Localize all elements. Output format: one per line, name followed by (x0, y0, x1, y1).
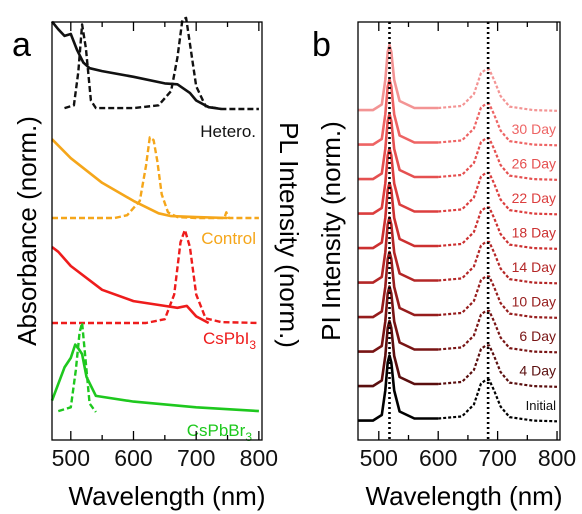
panel-a-y-axis-label-right: PL Intensity (norm.) (274, 122, 304, 348)
series-line-30-day (358, 78, 439, 146)
panel-a-trace-labels: Hetero. Control CsPbI3 CsPbBr3 (187, 122, 257, 444)
pl-line-cspbi (52, 228, 259, 325)
panel-b-ticks: 500 600 700 800 (360, 22, 576, 471)
panel-a-x-tick-label: 500 (52, 445, 90, 471)
trace-label-hetero: Hetero. (200, 122, 256, 141)
series-line-18-day (358, 181, 439, 250)
series-label-30-day: 30 Day (512, 121, 556, 137)
series-label-18-day: 18 Day (512, 225, 556, 241)
series-label-14-day: 14 Day (512, 259, 556, 275)
absorbance-line-hetero (50, 20, 222, 111)
panel-a-x-tick-label: 600 (114, 445, 152, 471)
panel-b: b Initial 4 Day 6 Day 10 Day 14 Day 18 Day 22 … (312, 21, 576, 511)
panel-b-x-tick-label: 500 (360, 445, 398, 471)
pl-line-cspbbr (57, 321, 97, 413)
series-line-dotted-top (438, 68, 558, 112)
panel-a-x-axis-label: Wavelength (nm) (69, 481, 266, 511)
series-line-initial (358, 354, 439, 422)
panel-a-frame (51, 21, 263, 441)
panel-a-x-tick-label: 700 (177, 445, 215, 471)
series-line-dotted-10-day (438, 275, 558, 319)
series-line-10-day (358, 250, 439, 319)
panel-a-x-tick-label: 800 (240, 445, 278, 471)
series-line-6-day (358, 285, 439, 353)
series-label-6-day: 6 Day (519, 328, 556, 344)
pl-line-hetero (64, 16, 259, 111)
panel-b-x-tick-label: 600 (419, 445, 457, 471)
series-label-initial: Initial (526, 398, 556, 413)
trace-label-cspbbr: CsPbBr3 (187, 421, 253, 444)
series-label-26-day: 26 Day (512, 156, 556, 172)
series-line-14-day (358, 216, 439, 284)
pl-line-control (52, 136, 259, 220)
series-line-22-day (358, 147, 439, 215)
panel-a-traces (50, 16, 259, 413)
series-label-4-day: 4 Day (519, 363, 556, 379)
series-line-4-day (358, 319, 439, 388)
panel-b-frame (357, 21, 561, 441)
panel-b-letter: b (312, 26, 331, 64)
series-line-dotted-6-day (438, 309, 558, 354)
trace-label-control: Control (201, 229, 256, 248)
panel-a-letter: a (12, 26, 31, 64)
panel-b-trace-labels: Initial 4 Day 6 Day 10 Day 14 Day 18 Day 22 Da… (512, 121, 556, 413)
panel-a-ticks: 500 600 700 800 (52, 22, 278, 471)
trace-label-cspbi: CsPbI3 (203, 329, 256, 352)
series-line-dotted-initial (438, 378, 558, 423)
panel-b-y-axis-label: PI Intensity (norm.) (316, 121, 346, 341)
panel-b-x-tick-label: 700 (478, 445, 516, 471)
series-line-dotted-30-day (438, 102, 558, 147)
panel-a: a Hetero. Control CsPbI3 CsPbBr3 500 600 700 8… (12, 16, 304, 511)
series-line-top (358, 43, 439, 112)
series-label-22-day: 22 Day (512, 190, 556, 206)
series-line-dotted-4-day (438, 344, 558, 388)
absorbance-line-control (51, 138, 228, 220)
panel-b-x-axis-label: Wavelength (nm) (366, 481, 563, 511)
absorbance-line-cspbi (51, 245, 210, 325)
panel-b-x-tick-label: 800 (538, 445, 576, 471)
panel-a-y-axis-label-left: Absorbance (norm.) (12, 116, 42, 346)
series-label-10-day: 10 Day (512, 294, 556, 310)
absorbance-line-cspbbr (50, 343, 259, 413)
series-line-26-day (358, 112, 439, 181)
